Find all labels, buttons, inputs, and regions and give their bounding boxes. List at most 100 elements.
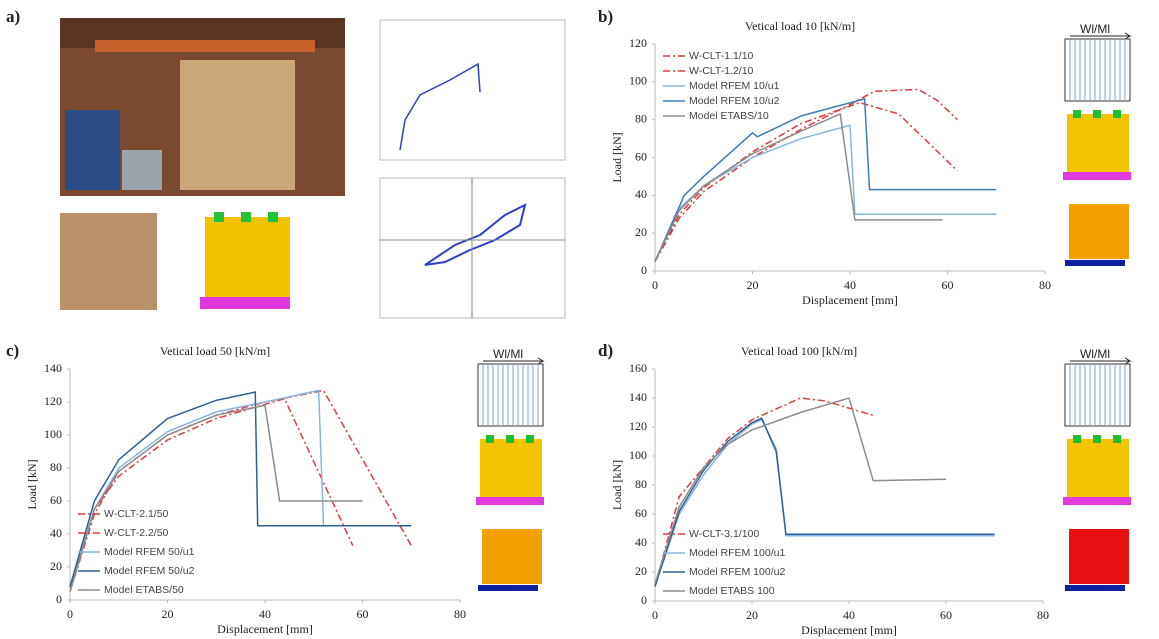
base (1063, 497, 1131, 505)
y-tick-label: 80 (635, 111, 647, 125)
load (1073, 110, 1081, 118)
legend-label: W-CLT-2.2/50 (104, 527, 169, 539)
y-tick-label: 120 (44, 394, 62, 408)
x-axis-label: Displacement [mm] (217, 622, 313, 636)
y-tick-label: 0 (641, 263, 647, 277)
x-tick-label: 20 (162, 607, 174, 621)
annotation: Wl/Ml (1080, 347, 1110, 361)
data-line (69, 391, 412, 588)
y-tick-label: 80 (635, 477, 647, 491)
load (1113, 110, 1121, 118)
x-tick-label: 40 (843, 608, 855, 622)
data-line (654, 112, 943, 262)
load (486, 435, 494, 443)
legend-label: Model RFEM 50/u1 (104, 546, 195, 558)
contour-base (1065, 585, 1125, 591)
x-tick-label: 20 (747, 278, 759, 292)
y-tick-label: 20 (635, 225, 647, 239)
x-tick-label: 0 (652, 608, 658, 622)
panel-label: a) (6, 7, 20, 26)
model-diagrams: Wl/Ml (1063, 347, 1132, 591)
legend-label: Model ETABS/10 (689, 110, 769, 122)
legend-label: Model RFEM 10/u2 (689, 95, 780, 107)
y-tick-label: 100 (44, 427, 62, 441)
legend-label: Model ETABS 100 (689, 585, 775, 597)
data-line (654, 417, 995, 587)
y-axis-label: Load [kN] (25, 459, 39, 509)
y-tick-label: 40 (635, 187, 647, 201)
panel-a-images (60, 18, 566, 319)
contour (1069, 204, 1129, 259)
y-tick-label: 100 (629, 74, 647, 88)
y-tick-label: 160 (629, 361, 647, 375)
x-tick-label: 40 (259, 607, 271, 621)
chart-title: Vetical load 50 [kN/m] (160, 344, 270, 358)
base (1063, 172, 1131, 180)
x-tick-label: 80 (1037, 608, 1049, 622)
data-line (654, 88, 958, 262)
legend-label: W-CLT-3.1/100 (689, 528, 759, 540)
data-line (69, 397, 354, 588)
x-tick-label: 60 (942, 278, 954, 292)
x-tick-label: 0 (67, 607, 73, 621)
x-tick-label: 40 (844, 278, 856, 292)
y-tick-label: 140 (44, 361, 62, 375)
x-tick-label: 80 (454, 607, 466, 621)
data-line (654, 101, 958, 262)
y-tick-label: 140 (629, 390, 647, 404)
y-tick-label: 80 (50, 460, 62, 474)
y-tick-label: 100 (629, 448, 647, 462)
x-axis-label: Displacement [mm] (802, 293, 898, 307)
panel (1064, 363, 1131, 427)
model (480, 439, 542, 499)
y-tick-label: 0 (641, 593, 647, 607)
load (1093, 435, 1101, 443)
legend-label: Model ETABS/50 (104, 584, 184, 596)
contour-base (1065, 260, 1125, 266)
legend-label: W-CLT-1.1/10 (689, 50, 754, 62)
data-line (654, 397, 874, 587)
panel (477, 363, 544, 427)
y-tick-label: 20 (635, 564, 647, 578)
load (1113, 435, 1121, 443)
panel-label: c) (6, 341, 19, 360)
chart-title: Vetical load 10 [kN/m] (745, 19, 855, 33)
contour-base (478, 585, 538, 591)
data-line (654, 124, 997, 262)
x-axis-label: Displacement [mm] (801, 623, 897, 637)
panel-label: d) (598, 341, 613, 360)
x-tick-label: 20 (746, 608, 758, 622)
y-tick-label: 120 (629, 36, 647, 50)
x-tick-label: 60 (940, 608, 952, 622)
y-tick-label: 40 (635, 535, 647, 549)
y-axis-label: Load [kN] (610, 460, 624, 510)
data-line (654, 418, 995, 587)
x-tick-label: 0 (652, 278, 658, 292)
annotation: Wl/Ml (1080, 22, 1110, 36)
y-tick-label: 60 (635, 149, 647, 163)
panel (1064, 38, 1131, 102)
load (506, 435, 514, 443)
legend-label: Model RFEM 100/u2 (689, 566, 785, 578)
load (1093, 110, 1101, 118)
model-diagrams: Wl/Ml (476, 347, 545, 591)
data-line (69, 389, 412, 592)
legend-label: Model RFEM 100/u1 (689, 547, 785, 559)
y-tick-label: 60 (50, 493, 62, 507)
data-line (69, 404, 363, 592)
annotation: Wl/Ml (493, 347, 523, 361)
data-line (654, 97, 997, 262)
model (1067, 439, 1129, 499)
legend-label: W-CLT-1.2/10 (689, 65, 754, 77)
x-tick-label: 60 (357, 607, 369, 621)
legend-label: Model RFEM 50/u2 (104, 565, 195, 577)
x-tick-label: 80 (1039, 278, 1051, 292)
panel-label: b) (598, 7, 613, 26)
y-tick-label: 60 (635, 506, 647, 520)
model-diagrams: Wl/Ml (1063, 22, 1132, 266)
contour (1069, 529, 1129, 584)
y-tick-label: 20 (50, 559, 62, 573)
y-tick-label: 0 (56, 592, 62, 606)
chart-title: Vetical load 100 [kN/m] (741, 344, 857, 358)
